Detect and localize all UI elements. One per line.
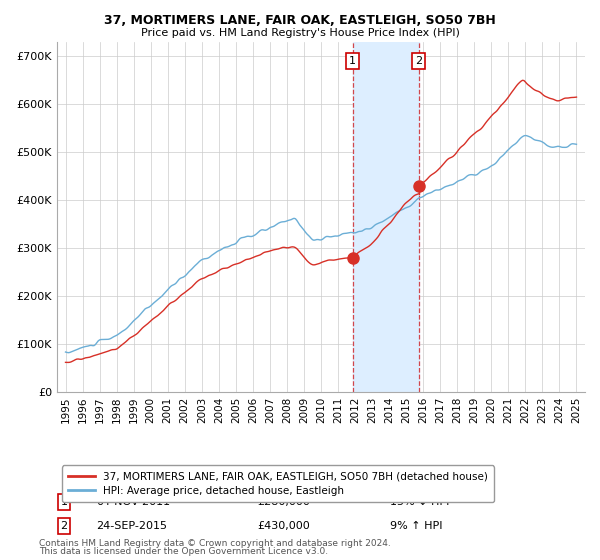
Text: 9% ↑ HPI: 9% ↑ HPI [389, 521, 442, 531]
Text: This data is licensed under the Open Government Licence v3.0.: This data is licensed under the Open Gov… [39, 547, 328, 556]
Legend: 37, MORTIMERS LANE, FAIR OAK, EASTLEIGH, SO50 7BH (detached house), HPI: Average: 37, MORTIMERS LANE, FAIR OAK, EASTLEIGH,… [62, 465, 494, 502]
Text: 15% ↓ HPI: 15% ↓ HPI [389, 497, 449, 507]
Text: Contains HM Land Registry data © Crown copyright and database right 2024.: Contains HM Land Registry data © Crown c… [39, 539, 391, 548]
Text: Price paid vs. HM Land Registry's House Price Index (HPI): Price paid vs. HM Land Registry's House … [140, 28, 460, 38]
Text: 37, MORTIMERS LANE, FAIR OAK, EASTLEIGH, SO50 7BH: 37, MORTIMERS LANE, FAIR OAK, EASTLEIGH,… [104, 14, 496, 27]
Text: 1: 1 [61, 497, 67, 507]
Bar [353, 42, 419, 392]
Text: 04-NOV-2011: 04-NOV-2011 [97, 497, 171, 507]
Text: £280,000: £280,000 [257, 497, 311, 507]
Text: £430,000: £430,000 [257, 521, 310, 531]
Text: 1: 1 [349, 56, 356, 66]
Text: 2: 2 [61, 521, 67, 531]
Text: 24-SEP-2015: 24-SEP-2015 [97, 521, 167, 531]
Text: 2: 2 [415, 56, 422, 66]
